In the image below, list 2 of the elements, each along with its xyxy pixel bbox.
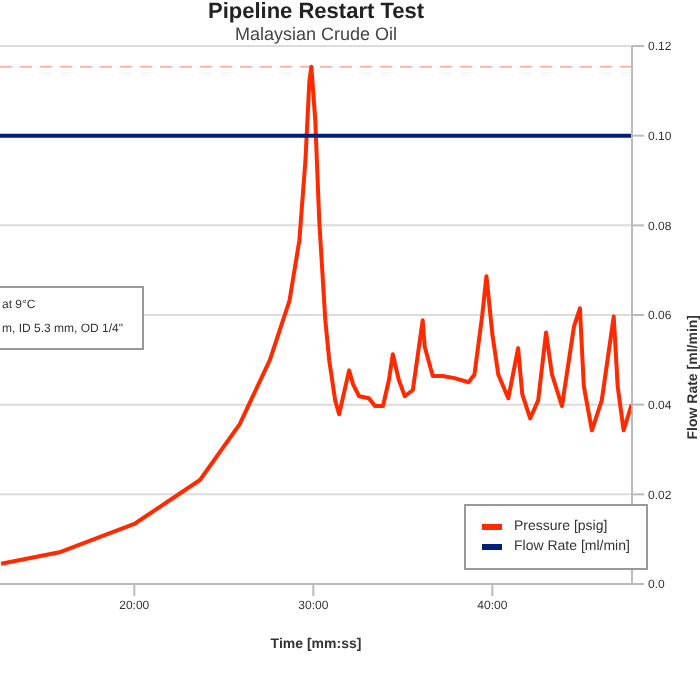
- chart-subtitle: Malaysian Crude Oil: [232, 24, 400, 44]
- chart-title: Pipeline Restart Test: [206, 0, 426, 24]
